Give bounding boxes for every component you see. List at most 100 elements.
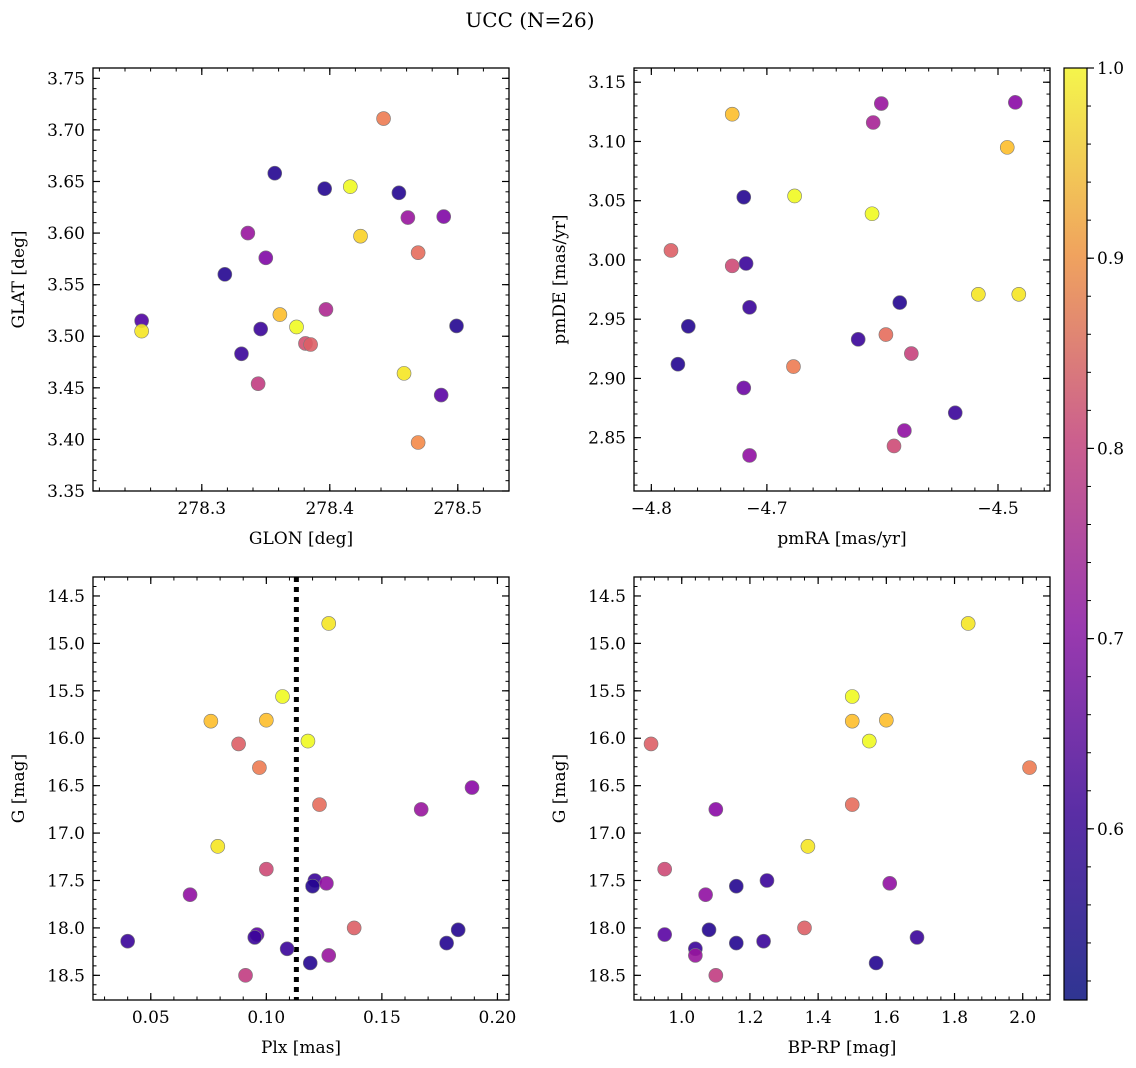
y-tick-label: 15.5: [47, 682, 85, 702]
scatter-point: [947, 405, 963, 421]
scatter-point: [787, 188, 802, 204]
y-tick-label: 18.0: [47, 919, 85, 939]
scatter-point: [450, 922, 466, 938]
scatter-point: [410, 435, 426, 450]
x-tick-label: 1.6: [873, 1008, 900, 1028]
x-tick-label: 0.15: [363, 1008, 401, 1028]
x-axis-label: Plx [mas]: [261, 1038, 341, 1058]
axes-frame: [92, 67, 510, 492]
scatter-point: [318, 302, 334, 317]
scatter-point: [728, 935, 744, 951]
scatter-point: [203, 713, 219, 729]
axes-frame: [633, 576, 1051, 1001]
y-tick-label: 18.0: [588, 919, 626, 939]
x-axis-label: BP-RP [mag]: [788, 1038, 897, 1058]
scatter-point: [844, 689, 860, 704]
y-tick-label: 17.5: [47, 871, 85, 891]
scatter-point: [878, 327, 894, 342]
scatter-point: [670, 356, 686, 372]
y-tick-label: 3.55: [47, 276, 85, 296]
scatter-point: [864, 206, 880, 222]
y-tick-label: 3.50: [47, 327, 85, 347]
scatter-point: [897, 423, 912, 438]
scatter-point: [247, 930, 263, 945]
panel-plx-g: 0.05 0.10 0.15 0.20 14.5 15.0 15.5 16.0 16.5 17.0…: [9, 576, 516, 1058]
scatter-point: [742, 448, 757, 463]
y-tick-label: 17.0: [588, 824, 626, 844]
scatter-point: [736, 380, 752, 396]
scatter-point: [321, 616, 337, 631]
y-tick-label: 3.00: [588, 251, 626, 271]
scatter-point: [742, 300, 757, 315]
y-tick-label: 14.5: [47, 587, 85, 607]
y-tick-label: 18.5: [588, 966, 626, 986]
colorbar-tick-label: 0.7: [1097, 630, 1124, 650]
scatter-point: [844, 713, 860, 729]
y-tick-label: 3.15: [588, 73, 626, 93]
scatter-point: [657, 861, 672, 877]
scatter-point: [267, 165, 283, 181]
axes-frame: [633, 67, 1051, 492]
x-tick-label: −4.8: [631, 499, 672, 519]
x-tick-label: 278.4: [305, 499, 354, 519]
scatter-point: [439, 935, 454, 951]
scatter-point: [663, 243, 679, 258]
y-tick-label: 3.60: [47, 224, 85, 244]
scatter-point: [904, 346, 919, 361]
scatter-point: [317, 181, 332, 197]
scatter-point: [681, 319, 696, 334]
scatter-point: [971, 287, 986, 302]
scatter-point: [886, 438, 902, 454]
scatter-point: [960, 616, 976, 631]
scatter-point: [413, 802, 429, 817]
scatter-point: [708, 968, 724, 983]
scatter-point: [279, 941, 295, 957]
scatter-point: [258, 250, 274, 266]
scatter-point: [861, 733, 877, 749]
scatter-point: [800, 839, 816, 854]
scatter-point: [436, 209, 452, 224]
y-tick-label: 2.95: [588, 310, 626, 330]
scatter-point: [756, 933, 771, 949]
y-tick-label: 3.65: [47, 172, 85, 192]
y-tick-label: 3.10: [588, 132, 626, 152]
y-tick-label: 17.0: [47, 824, 85, 844]
y-axis-label: pmDE [mas/yr]: [550, 214, 570, 344]
y-tick-label: 3.70: [47, 121, 85, 141]
colorbar-tick-label: 0.6: [1097, 820, 1124, 840]
panel-glon-glat: 278.3 278.4 278.5 3.35 3.40 3.45 3.50 3.55 3.60 3…: [9, 67, 510, 549]
scatter-point: [134, 323, 149, 339]
x-tick-label: 1.2: [736, 1008, 763, 1028]
y-tick-label: 15.0: [47, 634, 85, 654]
colorbar-tick-label: 0.8: [1097, 439, 1124, 459]
scatter-point: [738, 256, 754, 271]
scatter-point: [396, 366, 412, 381]
scatter-point: [999, 140, 1015, 155]
scatter-point: [724, 258, 740, 274]
y-tick-label: 3.05: [588, 192, 626, 212]
colorbar-gradient: [1063, 67, 1088, 1001]
x-tick-label: 1.0: [668, 1008, 695, 1028]
figure-title: UCC (N=26): [465, 8, 594, 32]
x-tick-label: −4.5: [977, 499, 1018, 519]
panel-pmra-pmde: −4.8 −4.7 −4.5 2.85 2.90 2.95 3.00 3.05 3.10 3.15…: [550, 67, 1051, 549]
scatter-point: [892, 295, 908, 310]
scatter-point: [120, 933, 135, 949]
scatter-point: [865, 115, 881, 130]
scatter-point: [275, 689, 290, 704]
y-tick-label: 16.5: [47, 777, 85, 797]
scatter-point: [302, 955, 318, 971]
scatter-point: [305, 878, 320, 894]
scatter-point: [250, 376, 266, 392]
x-tick-label: 0.10: [247, 1008, 285, 1028]
scatter-point: [231, 736, 246, 752]
axes-frame: [92, 576, 510, 1001]
y-tick-label: 2.90: [588, 369, 626, 389]
y-tick-label: 3.45: [47, 379, 85, 399]
y-tick-label: 15.5: [588, 682, 626, 702]
colorbar-tick-label: 0.9: [1097, 249, 1124, 269]
scatter-point: [240, 225, 256, 241]
scatter-point: [909, 930, 925, 945]
scatter-point: [698, 887, 713, 903]
